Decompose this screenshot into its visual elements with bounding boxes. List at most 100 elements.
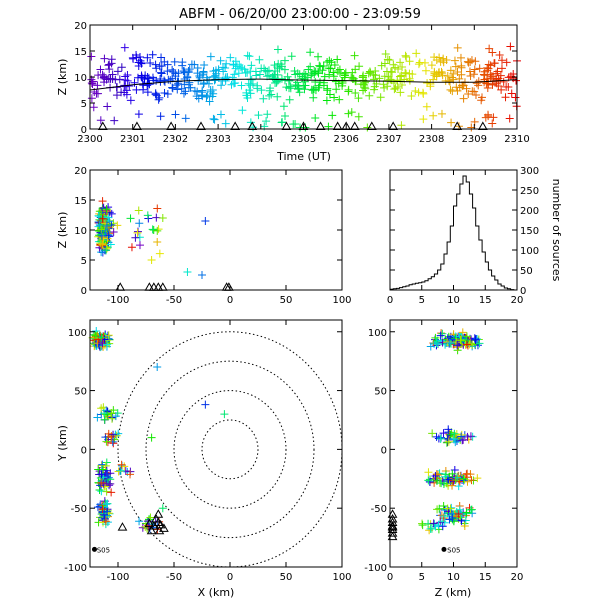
source-marker bbox=[397, 71, 406, 80]
source-marker bbox=[391, 84, 400, 93]
source-marker bbox=[255, 55, 264, 64]
source-marker bbox=[133, 228, 142, 237]
source-marker bbox=[123, 76, 132, 85]
source-marker bbox=[131, 233, 140, 242]
x-z-panel: -100 -50 0 50 100 0 5 10 15 20 Z (km) bbox=[56, 166, 352, 306]
source-marker bbox=[148, 225, 157, 234]
source-marker bbox=[502, 58, 511, 67]
source-marker bbox=[96, 65, 105, 74]
x-z-ticks: -100 -50 0 50 100 0 5 10 15 20 bbox=[74, 166, 351, 306]
y-tick-label: 150 bbox=[520, 226, 539, 237]
source-marker bbox=[446, 85, 455, 94]
source-marker bbox=[311, 114, 320, 123]
source-marker bbox=[121, 72, 130, 81]
source-marker bbox=[236, 63, 245, 72]
source-marker bbox=[117, 63, 126, 72]
source-marker bbox=[98, 70, 107, 79]
source-marker bbox=[438, 71, 447, 80]
source-marker bbox=[419, 89, 428, 98]
source-marker bbox=[148, 50, 157, 59]
x-tick-label: 100 bbox=[332, 572, 351, 583]
source-marker bbox=[455, 83, 464, 92]
source-marker bbox=[451, 475, 460, 484]
source-marker bbox=[100, 415, 109, 424]
source-marker bbox=[467, 505, 476, 514]
source-marker bbox=[100, 409, 109, 418]
station-triangle bbox=[115, 282, 126, 291]
source-marker bbox=[122, 86, 131, 95]
source-marker bbox=[201, 400, 210, 409]
source-marker bbox=[102, 437, 111, 446]
source-marker bbox=[96, 239, 105, 248]
station-triangle bbox=[166, 121, 176, 130]
station-triangle bbox=[159, 523, 169, 532]
plan-view-frame bbox=[89, 319, 343, 568]
source-marker bbox=[507, 89, 516, 98]
source-marker bbox=[364, 69, 373, 78]
station-triangle bbox=[332, 121, 343, 130]
source-marker bbox=[273, 70, 282, 79]
range-ring bbox=[173, 390, 287, 509]
y-tick-label: 20 bbox=[74, 166, 87, 177]
source-marker bbox=[102, 205, 111, 214]
source-marker bbox=[501, 93, 510, 102]
source-marker bbox=[365, 91, 374, 100]
source-marker bbox=[158, 214, 167, 222]
source-marker bbox=[252, 71, 261, 80]
source-marker bbox=[181, 87, 190, 96]
source-marker bbox=[246, 67, 255, 76]
source-marker bbox=[402, 53, 411, 62]
source-marker bbox=[152, 91, 161, 100]
source-marker bbox=[112, 91, 121, 100]
source-marker bbox=[333, 66, 342, 75]
x-tick-label: -50 bbox=[166, 572, 182, 583]
source-marker bbox=[221, 119, 230, 128]
source-marker bbox=[120, 43, 129, 52]
source-marker bbox=[421, 66, 430, 75]
source-marker bbox=[446, 504, 455, 513]
source-marker bbox=[432, 338, 441, 347]
source-marker bbox=[438, 517, 447, 526]
source-marker bbox=[104, 61, 113, 70]
source-marker bbox=[431, 472, 440, 481]
source-marker bbox=[102, 75, 111, 84]
source-marker bbox=[98, 197, 107, 206]
source-marker bbox=[135, 219, 144, 228]
y-tick-label: 100 bbox=[368, 328, 387, 339]
source-marker bbox=[157, 69, 166, 78]
source-marker bbox=[285, 76, 294, 85]
source-marker bbox=[395, 72, 404, 81]
source-marker bbox=[93, 503, 102, 512]
source-marker bbox=[398, 63, 407, 72]
source-marker bbox=[285, 95, 294, 104]
source-marker bbox=[477, 96, 486, 105]
source-marker bbox=[230, 70, 239, 79]
x-tick-label: 20 bbox=[511, 572, 524, 583]
source-marker bbox=[281, 112, 290, 121]
station-dot bbox=[91, 546, 97, 552]
source-marker bbox=[487, 72, 496, 81]
station-triangle bbox=[153, 509, 164, 518]
source-marker bbox=[459, 474, 468, 483]
source-marker bbox=[98, 460, 107, 469]
x-tick-label: 2301 bbox=[120, 134, 145, 145]
source-marker bbox=[147, 433, 156, 442]
source-marker bbox=[107, 55, 116, 64]
source-marker bbox=[261, 66, 270, 75]
source-marker bbox=[388, 68, 397, 77]
source-marker bbox=[103, 207, 112, 216]
source-marker bbox=[467, 56, 476, 65]
source-marker bbox=[149, 226, 158, 235]
source-marker bbox=[146, 58, 155, 67]
source-marker bbox=[210, 115, 219, 124]
x-tick-label: 100 bbox=[332, 295, 351, 306]
source-marker bbox=[199, 68, 208, 77]
source-marker bbox=[209, 114, 218, 123]
source-marker bbox=[468, 341, 477, 349]
source-marker bbox=[354, 112, 363, 121]
y-tick-label: 10 bbox=[74, 73, 87, 84]
z-y-panel: S05 0 5 10 15 20 -100 -50 0 50 100 Z (km) bbox=[364, 319, 524, 599]
source-marker bbox=[485, 44, 494, 53]
source-marker bbox=[440, 512, 449, 521]
